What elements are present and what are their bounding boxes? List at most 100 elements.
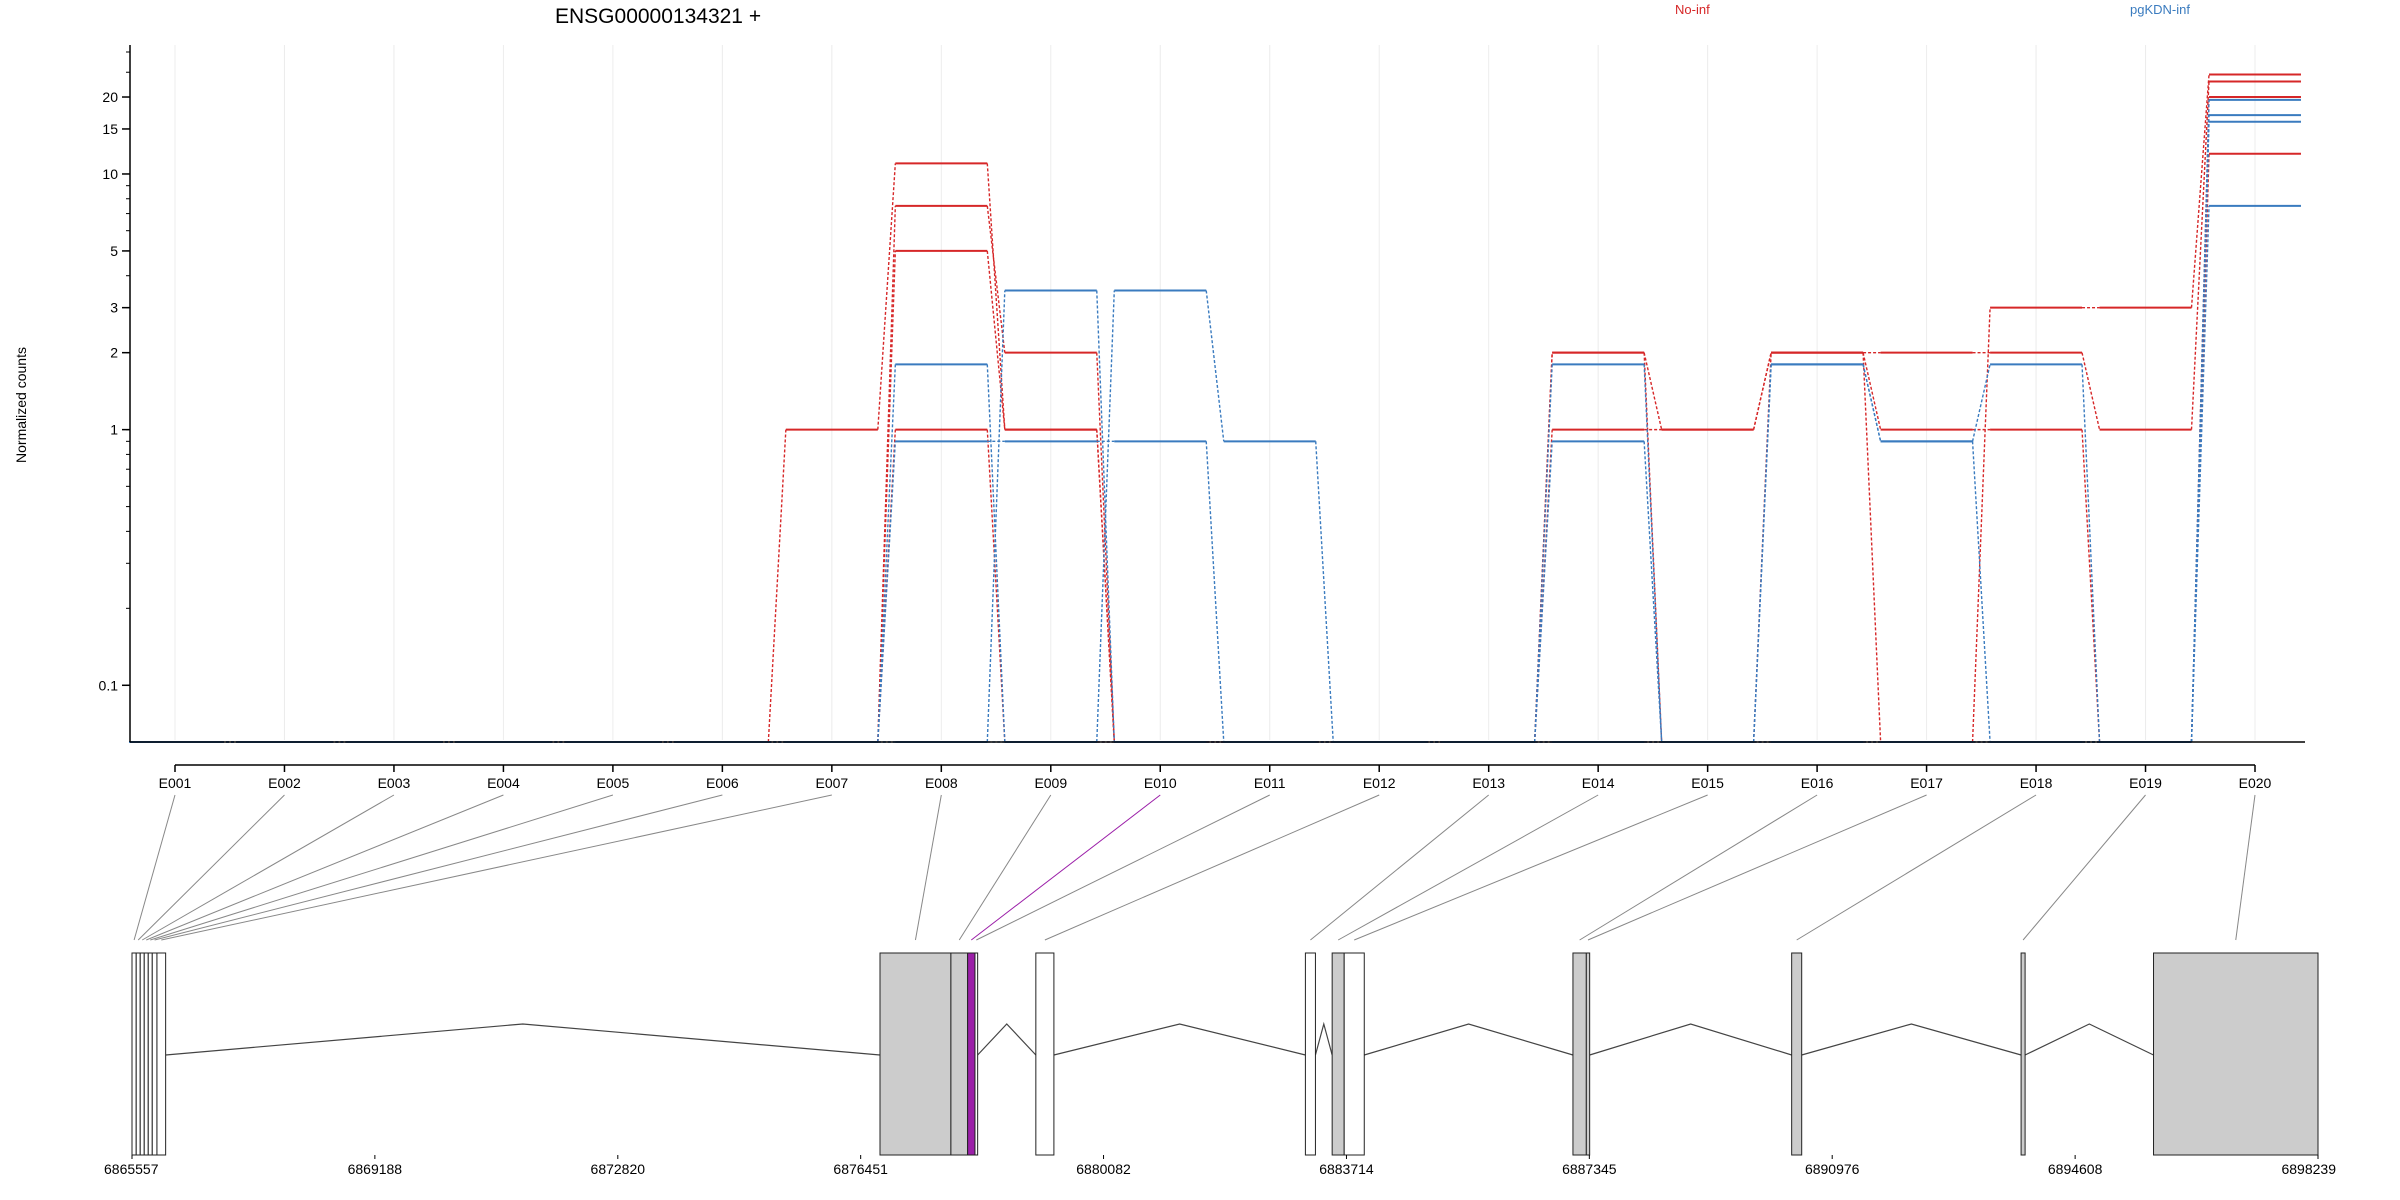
legend-pgkdn-inf: pgKDN-inf xyxy=(2130,2,2190,17)
exon-e006 xyxy=(151,952,158,1156)
series-2-no-inf xyxy=(129,96,2301,743)
x-tick-label-e020: E020 xyxy=(2239,775,2272,791)
x-tick-label-e011: E011 xyxy=(1254,775,1286,791)
exon-e001 xyxy=(131,952,137,1156)
y-tick-label-5: 5 xyxy=(110,243,118,259)
y-tick-label-0-1: 0.1 xyxy=(99,677,119,693)
exon-connectors xyxy=(133,794,2256,941)
connector-e003 xyxy=(141,794,395,941)
connector-e012 xyxy=(1044,794,1380,941)
exon-e017 xyxy=(1585,952,1591,1156)
connector-e001 xyxy=(133,794,176,941)
coord-tick-label-6890976: 6890976 xyxy=(1805,1161,1860,1177)
y-axis-label: Normalized counts xyxy=(13,347,29,463)
x-tick-label-e007: E007 xyxy=(815,775,848,791)
connector-e019 xyxy=(2022,794,2146,941)
connector-e007 xyxy=(161,794,832,941)
series-2-connector xyxy=(220,96,2210,743)
coord-tick-label-6894608: 6894608 xyxy=(2048,1161,2103,1177)
chart-title: ENSG00000134321 + xyxy=(555,5,761,28)
coord-tick-label-6887345: 6887345 xyxy=(1562,1161,1617,1177)
x-tick-label-e001: E001 xyxy=(159,775,192,791)
connector-e016 xyxy=(1579,794,1818,941)
connector-e008 xyxy=(914,794,942,941)
x-tick-label-e005: E005 xyxy=(597,775,630,791)
series-6-pgkdn-inf xyxy=(129,120,2301,743)
exon-e009 xyxy=(950,952,969,1156)
exon-e008 xyxy=(879,952,952,1156)
x-tick-label-e009: E009 xyxy=(1034,775,1067,791)
coord-tick-label-6883714: 6883714 xyxy=(1319,1161,1374,1177)
coord-tick-label-6876451: 6876451 xyxy=(833,1161,888,1177)
x-tick-label-e010: E010 xyxy=(1144,775,1177,791)
connector-e010 xyxy=(970,794,1161,941)
x-tick-label-e019: E019 xyxy=(2129,775,2162,791)
x-tick-label-e015: E015 xyxy=(1691,775,1724,791)
connector-e002 xyxy=(137,794,285,941)
exon-e002 xyxy=(135,952,141,1156)
intron-e012-e013 xyxy=(1053,1023,1306,1056)
series-6-connector xyxy=(220,121,2210,743)
exon-e019 xyxy=(2020,952,2026,1156)
exon-e004 xyxy=(143,952,149,1156)
connector-e005 xyxy=(150,794,614,941)
intron-e007-e008 xyxy=(165,1023,881,1056)
exon-e015 xyxy=(1343,952,1365,1156)
genomic-coordinate-axis: 6865557 6869188 6872820 6876451 6880082 68837… xyxy=(104,1155,2336,1177)
exon-e014 xyxy=(1331,952,1345,1156)
exon-e016 xyxy=(1572,952,1587,1156)
connector-e011 xyxy=(976,794,1270,941)
series-1-no-inf xyxy=(129,80,2301,743)
y-tick-label-1: 1 xyxy=(110,422,118,438)
x-tick-label-e008: E008 xyxy=(925,775,958,791)
y-tick-label-20: 20 xyxy=(102,89,118,105)
exon-e013 xyxy=(1304,952,1316,1156)
coord-tick-label-6898239: 6898239 xyxy=(2281,1161,2336,1177)
x-tick-label-e004: E004 xyxy=(487,775,520,791)
x-tick-label-e017: E017 xyxy=(1910,775,1943,791)
x-tick-label-e013: E013 xyxy=(1472,775,1505,791)
exon-e020 xyxy=(2153,952,2319,1156)
connector-e009 xyxy=(958,794,1052,941)
coord-tick-label-6872820: 6872820 xyxy=(591,1161,646,1177)
series-4-connector xyxy=(220,99,2210,743)
series-0-connector xyxy=(220,74,2210,743)
intron-e015-e016 xyxy=(1364,1023,1574,1056)
series-1-connector xyxy=(220,81,2210,743)
series-3-no-inf xyxy=(129,152,2301,743)
series-5-connector xyxy=(220,115,2210,743)
connector-e017 xyxy=(1587,794,1927,941)
x-tick-label-e012: E012 xyxy=(1363,775,1396,791)
y-axis: 0.1 1 2 3 5 10 15 20 xyxy=(99,45,131,742)
x-axis: E001 E002 E003 E004 E005 E006 E007 E008 E009 E010… xyxy=(130,741,2305,791)
coord-tick-label-6865557: 6865557 xyxy=(104,1161,159,1177)
coord-tick-label-6880082: 6880082 xyxy=(1076,1161,1131,1177)
exon-e010 xyxy=(967,952,976,1156)
connector-e014 xyxy=(1337,794,1599,941)
grid-lines xyxy=(174,45,2256,740)
connector-e020 xyxy=(2235,794,2256,941)
series-5-pgkdn-inf xyxy=(129,114,2301,743)
x-tick-label-e016: E016 xyxy=(1801,775,1834,791)
x-tick-label-e002: E002 xyxy=(268,775,301,791)
exon-e005 xyxy=(147,952,153,1156)
series-3-connector xyxy=(220,153,2210,743)
y-tick-label-2: 2 xyxy=(110,345,118,361)
y-tick-label-10: 10 xyxy=(102,166,118,182)
intron-e018-e019 xyxy=(1801,1023,2022,1056)
series-0-no-inf xyxy=(129,73,2301,743)
x-tick-label-e006: E006 xyxy=(706,775,739,791)
series-4-pgkdn-inf xyxy=(129,98,2301,743)
exon-e011 xyxy=(974,952,979,1156)
connector-e013 xyxy=(1310,794,1489,941)
x-tick-label-e003: E003 xyxy=(378,775,411,791)
y-tick-label-3: 3 xyxy=(110,300,118,316)
y-tick-label-15: 15 xyxy=(102,121,118,137)
exon-e007 xyxy=(156,952,167,1156)
intron-e011-e012 xyxy=(977,1023,1037,1056)
gene-model xyxy=(131,952,2319,1156)
exon-e018 xyxy=(1791,952,1803,1156)
connector-e015 xyxy=(1354,794,1708,941)
x-tick-label-e014: E014 xyxy=(1582,775,1615,791)
